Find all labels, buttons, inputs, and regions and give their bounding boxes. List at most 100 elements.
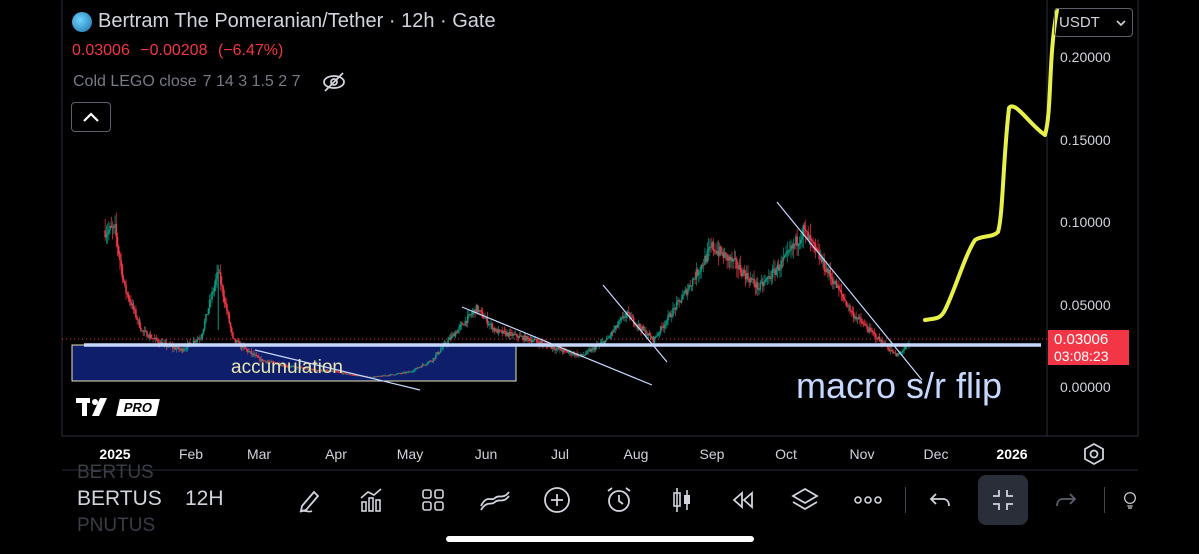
candle-body <box>634 323 636 326</box>
candle-body <box>266 361 269 363</box>
candle-body <box>808 235 811 240</box>
candle-body <box>857 317 860 319</box>
candle-body <box>147 336 149 338</box>
candle-body <box>784 255 786 258</box>
candle-body <box>699 270 701 273</box>
candle-body <box>567 352 570 354</box>
fullscreen-collapse-button[interactable] <box>978 475 1028 525</box>
candle-body <box>817 249 819 252</box>
symbol-selector[interactable]: BERTUS <box>77 487 162 510</box>
candle-body <box>287 366 290 368</box>
candle-body <box>521 336 523 338</box>
candle-body <box>834 280 837 284</box>
candle-body <box>514 333 517 335</box>
candle-body <box>519 335 522 337</box>
candle-body <box>455 332 458 334</box>
collapse-legend-button[interactable] <box>71 102 111 132</box>
candle-body <box>507 332 510 337</box>
layout-grid-icon <box>422 489 444 511</box>
symbol-title[interactable]: Bertram The Pomeranian/Tether · 12h · Ga… <box>98 10 496 32</box>
candle-body <box>433 357 436 359</box>
candle-body <box>398 373 400 374</box>
x-tick-label: Apr <box>325 446 347 462</box>
undo-button[interactable] <box>922 482 958 518</box>
candle-body <box>275 363 277 365</box>
redo-button[interactable] <box>1048 482 1084 518</box>
chart-settings-icon[interactable] <box>1081 441 1107 467</box>
ideas-button[interactable] <box>1120 482 1140 518</box>
candle-body <box>680 299 683 303</box>
candle-body <box>648 333 651 336</box>
candle-body <box>829 269 832 277</box>
candle-body <box>609 335 612 337</box>
candle-body <box>272 361 275 363</box>
candle-body <box>528 338 530 341</box>
currency-unit-button[interactable]: USDT <box>1054 8 1133 37</box>
layers-button[interactable] <box>787 482 823 518</box>
more-button[interactable] <box>850 482 886 518</box>
candle-body <box>201 333 204 339</box>
candle-body <box>346 374 349 375</box>
candle-body <box>178 346 180 350</box>
candle-body <box>142 330 145 332</box>
candle-body <box>798 243 801 244</box>
candle-body <box>710 246 712 248</box>
candle-body <box>806 231 808 232</box>
candle-body <box>768 276 770 278</box>
compare-button[interactable] <box>477 482 513 518</box>
candle-body <box>727 256 730 261</box>
candle-body <box>262 360 265 362</box>
candle-body <box>825 268 828 272</box>
candle-body <box>858 317 861 319</box>
candle-body <box>148 334 151 338</box>
candle-body <box>833 283 835 285</box>
candle-body <box>318 370 320 372</box>
candle-body <box>462 323 464 325</box>
eye-hidden-icon[interactable] <box>322 71 346 93</box>
add-icon <box>544 487 570 513</box>
alarm-icon <box>607 487 631 512</box>
candle-body <box>682 295 684 300</box>
drawing-tools-button[interactable] <box>292 482 328 518</box>
indicators-button[interactable] <box>353 482 389 518</box>
candle-body <box>780 260 782 269</box>
candle-body <box>288 366 291 368</box>
candle-body <box>846 305 849 307</box>
candle-body <box>372 376 374 378</box>
candle-body <box>894 352 897 354</box>
layout-button[interactable] <box>415 482 451 518</box>
candle-body <box>800 239 802 244</box>
candle-body <box>845 301 848 306</box>
candle-body <box>523 335 526 341</box>
candle-body <box>265 361 267 363</box>
candle-body <box>539 341 542 345</box>
candle-body <box>840 290 843 295</box>
candle-body <box>678 300 680 301</box>
candle-body <box>249 351 251 352</box>
candle-body <box>431 361 433 362</box>
replay-button[interactable] <box>725 482 761 518</box>
trendline-june <box>461 306 653 386</box>
candle-body <box>155 337 158 341</box>
candle-body <box>769 276 771 279</box>
x-axis: 2025 Feb Mar Apr May Jun Jul Aug Sep Oct Nov Dec 202… <box>99 446 1027 462</box>
indicator-legend[interactable]: Cold LEGO close 7 14 3 1.5 2 7 <box>73 71 346 93</box>
candle-body <box>796 236 798 247</box>
alert-button[interactable] <box>601 482 637 518</box>
candle-body <box>639 323 641 328</box>
candle-body <box>394 374 397 376</box>
candle-body <box>760 281 763 283</box>
candle-body <box>132 303 135 310</box>
chart-type-button[interactable] <box>664 482 700 518</box>
candle-body <box>152 338 154 339</box>
candle-body <box>285 365 287 367</box>
candle-body <box>827 268 829 274</box>
candle-body <box>774 268 776 275</box>
candle-body <box>517 336 519 338</box>
candle-body <box>657 333 660 336</box>
candle-body <box>313 368 315 371</box>
add-button[interactable] <box>539 482 575 518</box>
candle-body <box>785 252 787 256</box>
candle-body <box>580 354 582 356</box>
interval-selector[interactable]: 12H <box>185 487 224 510</box>
